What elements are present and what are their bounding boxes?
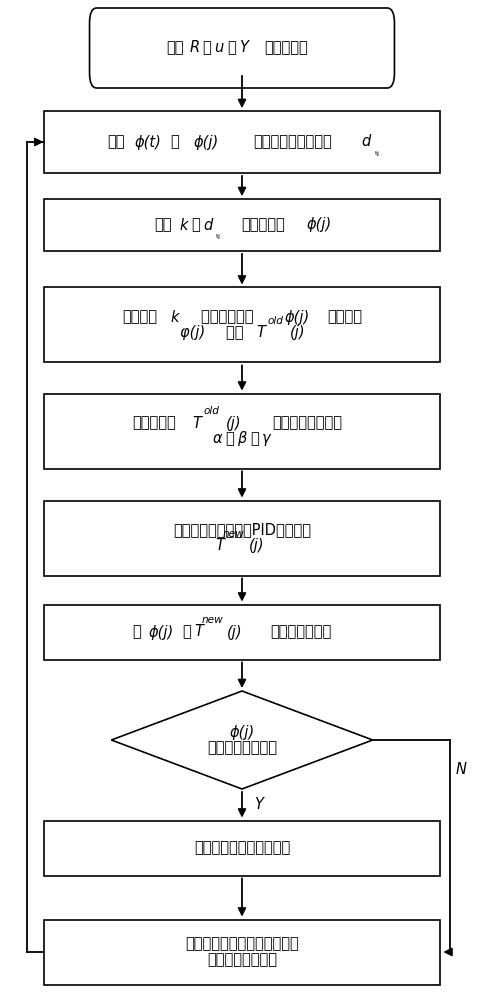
Text: ϕ(j): ϕ(j) (194, 134, 219, 149)
Text: 一周期的参数计算: 一周期的参数计算 (207, 952, 277, 967)
Text: T: T (194, 624, 203, 640)
Text: 是否满足删除条件: 是否满足删除条件 (207, 740, 277, 755)
Text: 、: 、 (226, 431, 234, 446)
Bar (44, 111, 440, 173)
Text: (j): (j) (227, 624, 243, 640)
Text: new: new (202, 615, 224, 625)
Bar (44, 920, 440, 984)
Text: 、: 、 (227, 40, 236, 55)
Bar (44, 820, 440, 876)
Bar (44, 393, 440, 468)
Text: ₜⱼ: ₜⱼ (216, 230, 221, 240)
Text: T: T (257, 325, 266, 340)
Text: 和: 和 (182, 624, 191, 640)
FancyBboxPatch shape (90, 8, 394, 88)
Bar (44, 287, 440, 362)
Text: 所对应的: 所对应的 (327, 310, 362, 325)
Text: T: T (192, 416, 201, 431)
Text: 和: 和 (171, 134, 184, 149)
Text: α: α (213, 431, 223, 446)
Text: 根据选择: 根据选择 (122, 310, 157, 325)
Text: (j): (j) (290, 325, 305, 340)
Text: Y: Y (254, 797, 263, 812)
Text: φ(j): φ(j) (181, 325, 210, 340)
Text: 计算二自由度系数: 计算二自由度系数 (272, 416, 342, 431)
Text: 将: 将 (133, 624, 141, 640)
Text: 距离最小的: 距离最小的 (242, 218, 286, 232)
Text: k: k (179, 218, 187, 232)
Text: 计算: 计算 (226, 325, 248, 340)
Text: 根据数据库中的数据，进行下: 根据数据库中的数据，进行下 (185, 937, 299, 952)
Polygon shape (111, 691, 373, 789)
Text: β: β (237, 431, 247, 446)
Bar (44, 604, 440, 660)
Text: 、: 、 (202, 40, 211, 55)
Text: ϕ(j): ϕ(j) (306, 218, 332, 232)
Text: new: new (223, 529, 245, 539)
Text: old: old (203, 406, 219, 416)
Text: (j): (j) (226, 416, 241, 431)
Text: ϕ(t): ϕ(t) (135, 134, 162, 149)
Text: d: d (362, 134, 371, 149)
Text: 个距离最小的: 个距离最小的 (201, 310, 258, 325)
Text: ϕ(j): ϕ(j) (149, 624, 174, 640)
Text: 、: 、 (250, 431, 258, 446)
Text: u: u (214, 40, 224, 55)
Text: 利用: 利用 (166, 40, 183, 55)
Text: d: d (203, 218, 212, 232)
Text: R: R (190, 40, 200, 55)
Text: 存储到数据库中: 存储到数据库中 (271, 624, 332, 640)
Bar (44, 199, 440, 251)
Text: (j): (j) (248, 538, 264, 553)
Text: T: T (215, 538, 224, 553)
Text: Y: Y (239, 40, 248, 55)
Text: k: k (170, 310, 179, 325)
Text: N: N (456, 762, 467, 778)
Text: ϕ(j): ϕ(j) (285, 310, 310, 325)
Text: 个: 个 (191, 218, 200, 232)
Bar (44, 500, 440, 575)
Text: 信息向量的之间距离: 信息向量的之间距离 (253, 134, 332, 149)
Text: 删除数据库中的冗余数据: 删除数据库中的冗余数据 (194, 840, 290, 856)
Text: 选择: 选择 (155, 218, 172, 232)
Text: 建立数据库: 建立数据库 (264, 40, 308, 55)
Text: old: old (268, 316, 283, 326)
Text: 根据得到的: 根据得到的 (132, 416, 176, 431)
Text: γ: γ (262, 431, 271, 446)
Text: 计算: 计算 (107, 134, 124, 149)
Text: 采用最速下降法调整PID参数得到: 采用最速下降法调整PID参数得到 (173, 523, 311, 538)
Text: ϕ(j): ϕ(j) (229, 725, 255, 740)
Text: ₜⱼ: ₜⱼ (375, 147, 379, 157)
